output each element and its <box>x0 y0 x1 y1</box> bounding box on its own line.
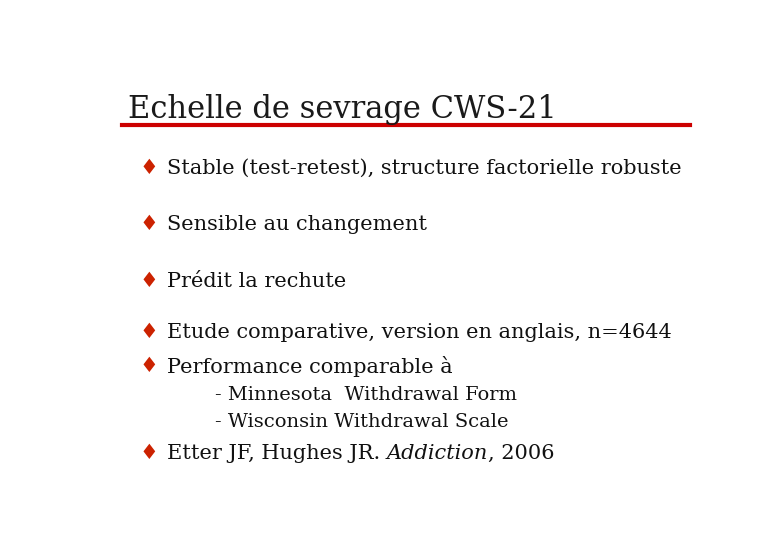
Text: Performance comparable à: Performance comparable à <box>167 356 452 377</box>
Text: - Minnesota  Withdrawal Form: - Minnesota Withdrawal Form <box>215 386 517 404</box>
Text: ♦: ♦ <box>140 444 158 463</box>
Text: Sensible au changement: Sensible au changement <box>167 215 427 234</box>
Text: Etter JF, Hughes JR.: Etter JF, Hughes JR. <box>167 444 387 463</box>
Text: ♦: ♦ <box>140 159 158 178</box>
Text: ♦: ♦ <box>140 323 158 342</box>
Text: ♦: ♦ <box>140 272 158 291</box>
Text: ♦: ♦ <box>140 215 158 234</box>
Text: Stable (test-retest), structure factorielle robuste: Stable (test-retest), structure factorie… <box>167 159 682 178</box>
Text: Echelle de sevrage CWS-21: Echelle de sevrage CWS-21 <box>128 94 556 125</box>
Text: ♦: ♦ <box>140 357 158 376</box>
Text: , 2006: , 2006 <box>488 444 555 463</box>
Text: Addiction: Addiction <box>387 444 488 463</box>
Text: - Wisconsin Withdrawal Scale: - Wisconsin Withdrawal Scale <box>215 414 509 431</box>
Text: Etude comparative, version en anglais, n=4644: Etude comparative, version en anglais, n… <box>167 323 672 342</box>
Text: Prédit la rechute: Prédit la rechute <box>167 272 346 291</box>
